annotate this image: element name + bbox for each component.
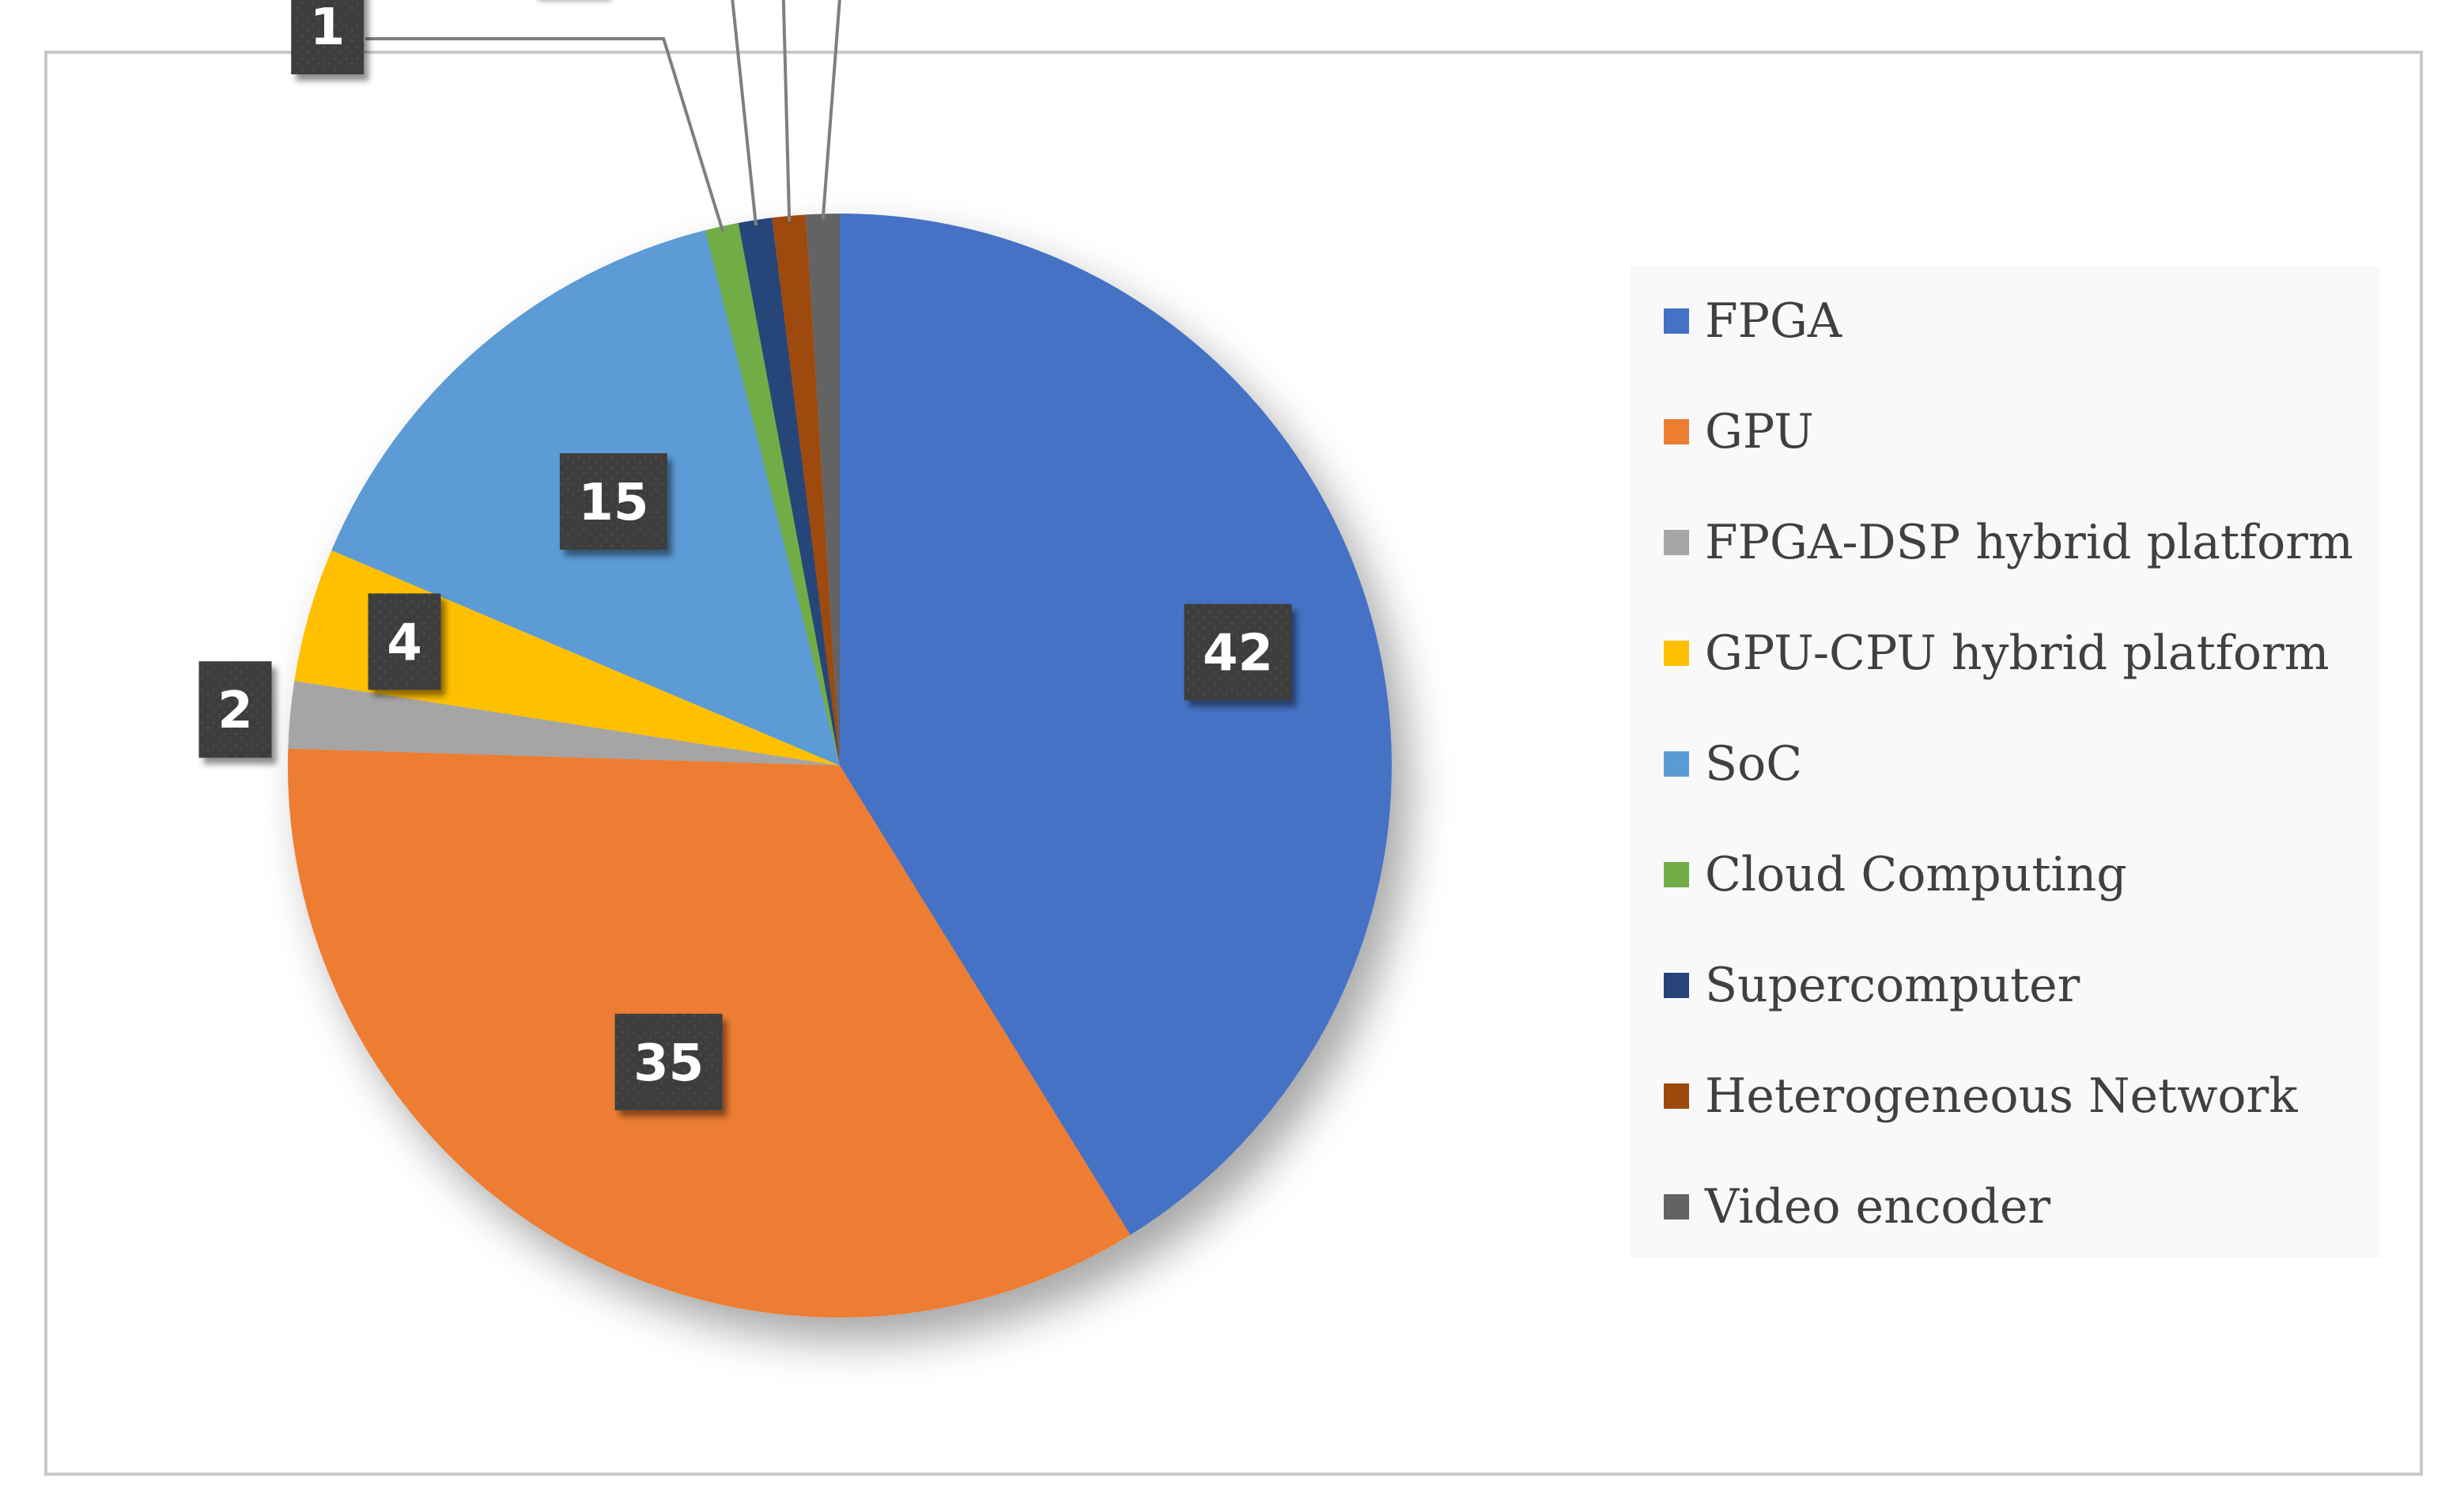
data-label-fpga-dsp-hybrid-platform: 2	[198, 661, 272, 758]
data-label-cloud-computing: 1	[291, 0, 365, 74]
leader-line-video-encoder	[821, 0, 841, 220]
legend-label: GPU-CPU hybrid platform	[1705, 626, 2330, 681]
data-label-box	[368, 593, 441, 690]
pie-slices	[287, 214, 1392, 1318]
legend-item-gpu: GPU	[1664, 404, 1814, 459]
data-label-fpga: 42	[1184, 603, 1292, 701]
data-label-box	[559, 453, 667, 550]
legend-swatch	[1664, 751, 1689, 777]
pie-slice-video-encoder	[806, 214, 840, 766]
legend-swatch	[1664, 1083, 1689, 1109]
legend-item-video-encoder: Video encoder	[1664, 1179, 2050, 1235]
legend-swatch	[1664, 419, 1689, 444]
legend-label: SoC	[1705, 736, 1802, 792]
data-label-value: 15	[578, 474, 648, 532]
legend-swatch	[1664, 862, 1689, 887]
data-label-value: 35	[633, 1034, 704, 1093]
legend: FPGA GPU FPGA-DSP hybrid platform GPU-CPU h…	[1631, 267, 2380, 1258]
legend-label: Heterogeneous Network	[1705, 1068, 2298, 1124]
legend-item-fpga-dsp-hybrid-platform: FPGA-DSP hybrid platform	[1664, 515, 2353, 570]
data-label-value: 2	[217, 682, 253, 740]
legend-label: FPGA	[1705, 293, 1842, 349]
data-label-box	[291, 0, 365, 74]
legend-label: GPU	[1705, 404, 1814, 459]
legend-item-supercomputer: Supercomputer	[1664, 958, 2080, 1013]
legend-label: Supercomputer	[1705, 958, 2080, 1013]
legend-item-soc: SoC	[1664, 736, 1802, 792]
pie-slice-supercomputer	[738, 217, 840, 766]
pie-slice-fpga	[840, 214, 1392, 1235]
data-labels: 423524151111	[198, 0, 1292, 1110]
legend-item-fpga: FPGA	[1664, 293, 1842, 349]
data-label-gpu: 35	[614, 1013, 723, 1110]
legend-label: Video encoder	[1704, 1179, 2050, 1235]
pie-slice-fpga-dsp-hybrid-platform	[288, 680, 841, 766]
pie-slice-cloud-computing	[705, 222, 840, 766]
leader-lines	[365, 0, 841, 233]
legend-swatch	[1664, 530, 1689, 555]
data-label-gpu-cpu-hybrid-platform: 4	[368, 593, 441, 690]
data-label-soc: 15	[559, 453, 667, 550]
legend-swatch	[1664, 973, 1689, 998]
leader-line-supercomputer	[731, 0, 758, 226]
legend-label: Cloud Computing	[1705, 847, 2127, 902]
legend-swatch	[1664, 308, 1689, 334]
data-label-value: 4	[387, 614, 422, 672]
data-label-box	[1184, 603, 1292, 701]
pie-slice-heterogeneous-network	[772, 214, 840, 766]
legend-item-cloud-computing: Cloud Computing	[1664, 847, 2127, 902]
legend-swatch	[1664, 1194, 1689, 1220]
data-label-box	[614, 1013, 723, 1110]
leader-line-heterogeneous-network	[781, 0, 792, 221]
leader-line-cloud-computing	[365, 37, 725, 233]
legend-background	[1631, 267, 2380, 1258]
legend-item-gpu-cpu-hybrid-platform: GPU-CPU hybrid platform	[1664, 626, 2330, 681]
legend-label: FPGA-DSP hybrid platform	[1705, 515, 2353, 570]
data-label-value: 42	[1203, 625, 1273, 683]
legend-swatch	[1664, 641, 1689, 666]
data-label-value: 1	[310, 0, 346, 57]
data-label-box	[198, 661, 272, 758]
legend-item-heterogeneous-network: Heterogeneous Network	[1664, 1068, 2298, 1124]
